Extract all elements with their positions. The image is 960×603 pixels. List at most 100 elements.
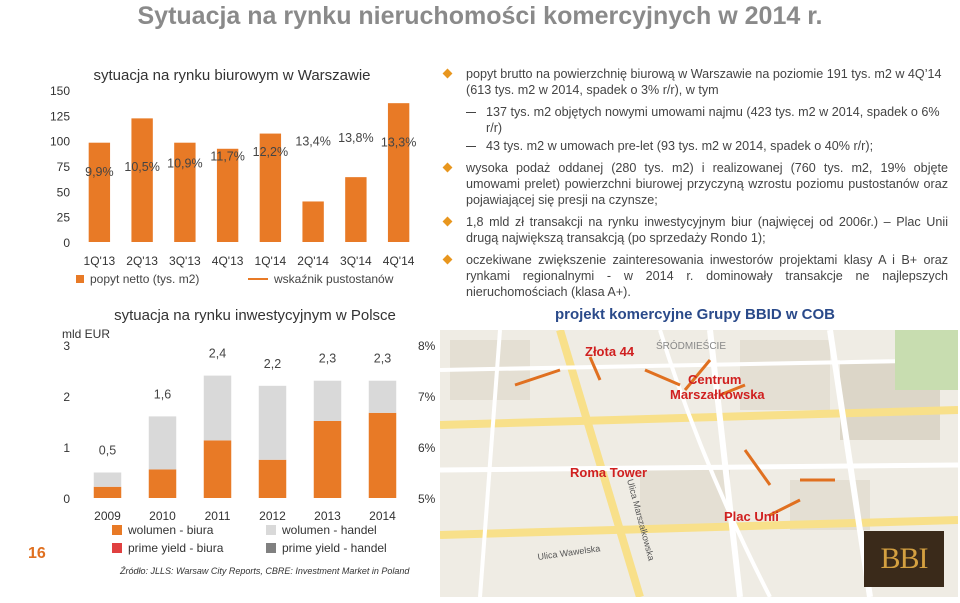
office-bar [174,142,196,242]
office-bar [387,103,410,242]
office-vacancy-label: 9,9% [85,165,114,179]
legend-label-vacancy: wskaźnik pustostanów [273,272,394,286]
office-x-tick: 4Q'14 [383,254,415,268]
office-vacancy-label: 13,3% [381,135,416,149]
investment-y2-tick: 6% [418,441,436,455]
office-x-axis: 1Q'13 2Q'13 3Q'13 4Q'13 1Q'14 2Q'14 3Q'14 4Q'14 [84,254,415,268]
page-number: 16 [28,545,46,562]
legend-swatch-volume-retail [266,525,276,535]
map-label-plac-unii: Plac Unii [724,509,779,524]
sub-bullet-new-leases: 137 tys. m2 objętych nowymi umowami najm… [440,104,948,136]
office-y-tick: 125 [50,109,70,123]
office-y-tick: 75 [57,160,71,174]
office-bars [88,103,410,242]
office-bar [259,133,282,242]
office-y-tick: 25 [57,211,71,225]
office-vacancy-label: 13,8% [338,131,373,145]
investment-x-axis: 2009 2010 2011 2012 2013 2014 [94,509,396,523]
projects-map: Ulica Marszałkowska Ulica Wawelska ŚRÓDM… [440,330,958,597]
map-label-zlota-44: Złota 44 [585,344,635,359]
map-label-centrum: Centrum [688,372,742,387]
office-bar [345,177,367,242]
projects-title: projekt komercyjne Grupy BBID w COB [554,306,836,323]
investment-total-label: 2,2 [264,357,281,371]
investment-x-tick: 2009 [94,509,121,523]
investment-bar-office [368,412,397,498]
office-legend: popyt netto (tys. m2) wskaźnik pustostan… [76,272,394,286]
office-y-tick: 100 [50,135,70,149]
legend-label-volume-retail: wolumen - handel [281,523,377,537]
office-x-tick: 3Q'14 [340,254,372,268]
map-district-srodmiescie: ŚRÓDMIEŚCIE [656,339,726,352]
investment-total-label: 2,3 [374,352,391,366]
office-bar [302,201,324,242]
office-x-tick: 4Q'13 [212,254,244,268]
office-vacancy-label: 11,7% [210,149,245,163]
investment-bar-office [148,469,177,498]
investment-x-tick: 2010 [149,509,176,523]
investment-bar-office [313,420,342,498]
investment-total-label: 1,6 [154,387,171,401]
investment-y-tick: 1 [63,441,70,455]
investment-x-tick: 2012 [259,509,286,523]
bullet-transactions: 1,8 mld zł transakcji na rynku inwestycy… [440,214,948,246]
office-y-tick: 0 [63,236,70,250]
map-label-marszalkowska: Marszałkowska [670,387,765,402]
office-x-tick: 1Q'13 [84,254,116,268]
investment-x-tick: 2011 [205,509,231,523]
investment-bar-office [93,486,122,498]
investment-chart-title: sytuacja na rynku inwestycyjnym w Polsce [114,307,396,324]
office-vacancy-labels: 9,9% 10,5% 10,9% 11,7% 12,2% 13,4% 13,8% 13,3% [85,131,416,179]
office-market-chart: sytuacja na rynku biurowym w Warszawie 0… [50,67,416,286]
map-label-roma-tower: Roma Tower [570,465,648,480]
source-note: Źródło: JLLS: Warsaw City Reports, CBRE:… [120,566,410,576]
page-title: Sytuacja na rynku nieruchomości komercyj… [137,2,823,30]
sub-bullet-prelet: 43 tys. m2 w umowach pre-let (93 tys. m2… [440,138,948,154]
investment-bars [93,375,397,498]
investment-market-chart: sytuacja na rynku inwestycyjnym w Polsce… [62,307,436,555]
legend-label-net-demand: popyt netto (tys. m2) [90,272,199,286]
legend-label-volume-office: wolumen - biura [127,523,214,537]
bullet-investors: oczekiwane zwiększenie zainteresowania i… [440,252,948,300]
investment-bar-retail [203,375,232,441]
investment-x-tick: 2014 [369,509,396,523]
investment-x-tick: 2013 [314,509,341,523]
investment-y2-tick: 7% [418,390,436,404]
office-vacancy-label: 10,9% [167,156,202,170]
office-x-tick: 1Q'14 [255,254,287,268]
bullet-demand-text: popyt brutto na powierzchnię biurową w W… [440,66,948,98]
investment-legend: wolumen - biura wolumen - handel prime y… [112,523,387,555]
legend-swatch-net-demand [76,275,84,283]
bbi-logo: BBI [864,531,944,587]
bullet-supply: wysoka podaż oddanej (280 tys. m2) i rea… [440,160,948,208]
office-vacancy-label: 12,2% [253,145,288,159]
investment-total-label: 2,3 [319,352,336,366]
investment-bar-retail [93,472,122,487]
office-y-tick: 150 [50,84,70,98]
office-bar [131,118,153,242]
investment-y-tick: 3 [63,339,70,353]
investment-total-label: 2,4 [209,347,226,361]
investment-y-tick: 2 [63,390,70,404]
office-vacancy-label: 13,4% [295,134,330,148]
investment-y2-axis: 5% 6% 7% 8% [418,339,436,506]
office-bar [88,142,111,242]
legend-swatch-volume-office [112,525,122,535]
investment-y-axis-label: mld EUR [62,327,110,341]
investment-y2-tick: 8% [418,339,436,353]
legend-label-yield-office: prime yield - biura [128,541,224,555]
office-x-tick: 2Q'13 [126,254,158,268]
office-chart-title: sytuacja na rynku biurowym w Warszawie [93,67,370,84]
office-bar [216,148,239,242]
office-x-tick: 2Q'14 [297,254,329,268]
bullet-list: popyt brutto na powierzchnię biurową w W… [440,66,948,306]
investment-bar-retail [148,416,177,470]
investment-bar-office [203,440,232,498]
investment-bar-office [258,459,287,498]
office-y-axis: 0 25 50 75 100 125 150 [50,84,70,250]
investment-bar-retail [368,380,397,413]
investment-bar-retail [313,380,342,421]
legend-swatch-yield-retail [266,543,276,553]
investment-y-tick: 0 [63,492,70,506]
office-x-tick: 3Q'13 [169,254,201,268]
